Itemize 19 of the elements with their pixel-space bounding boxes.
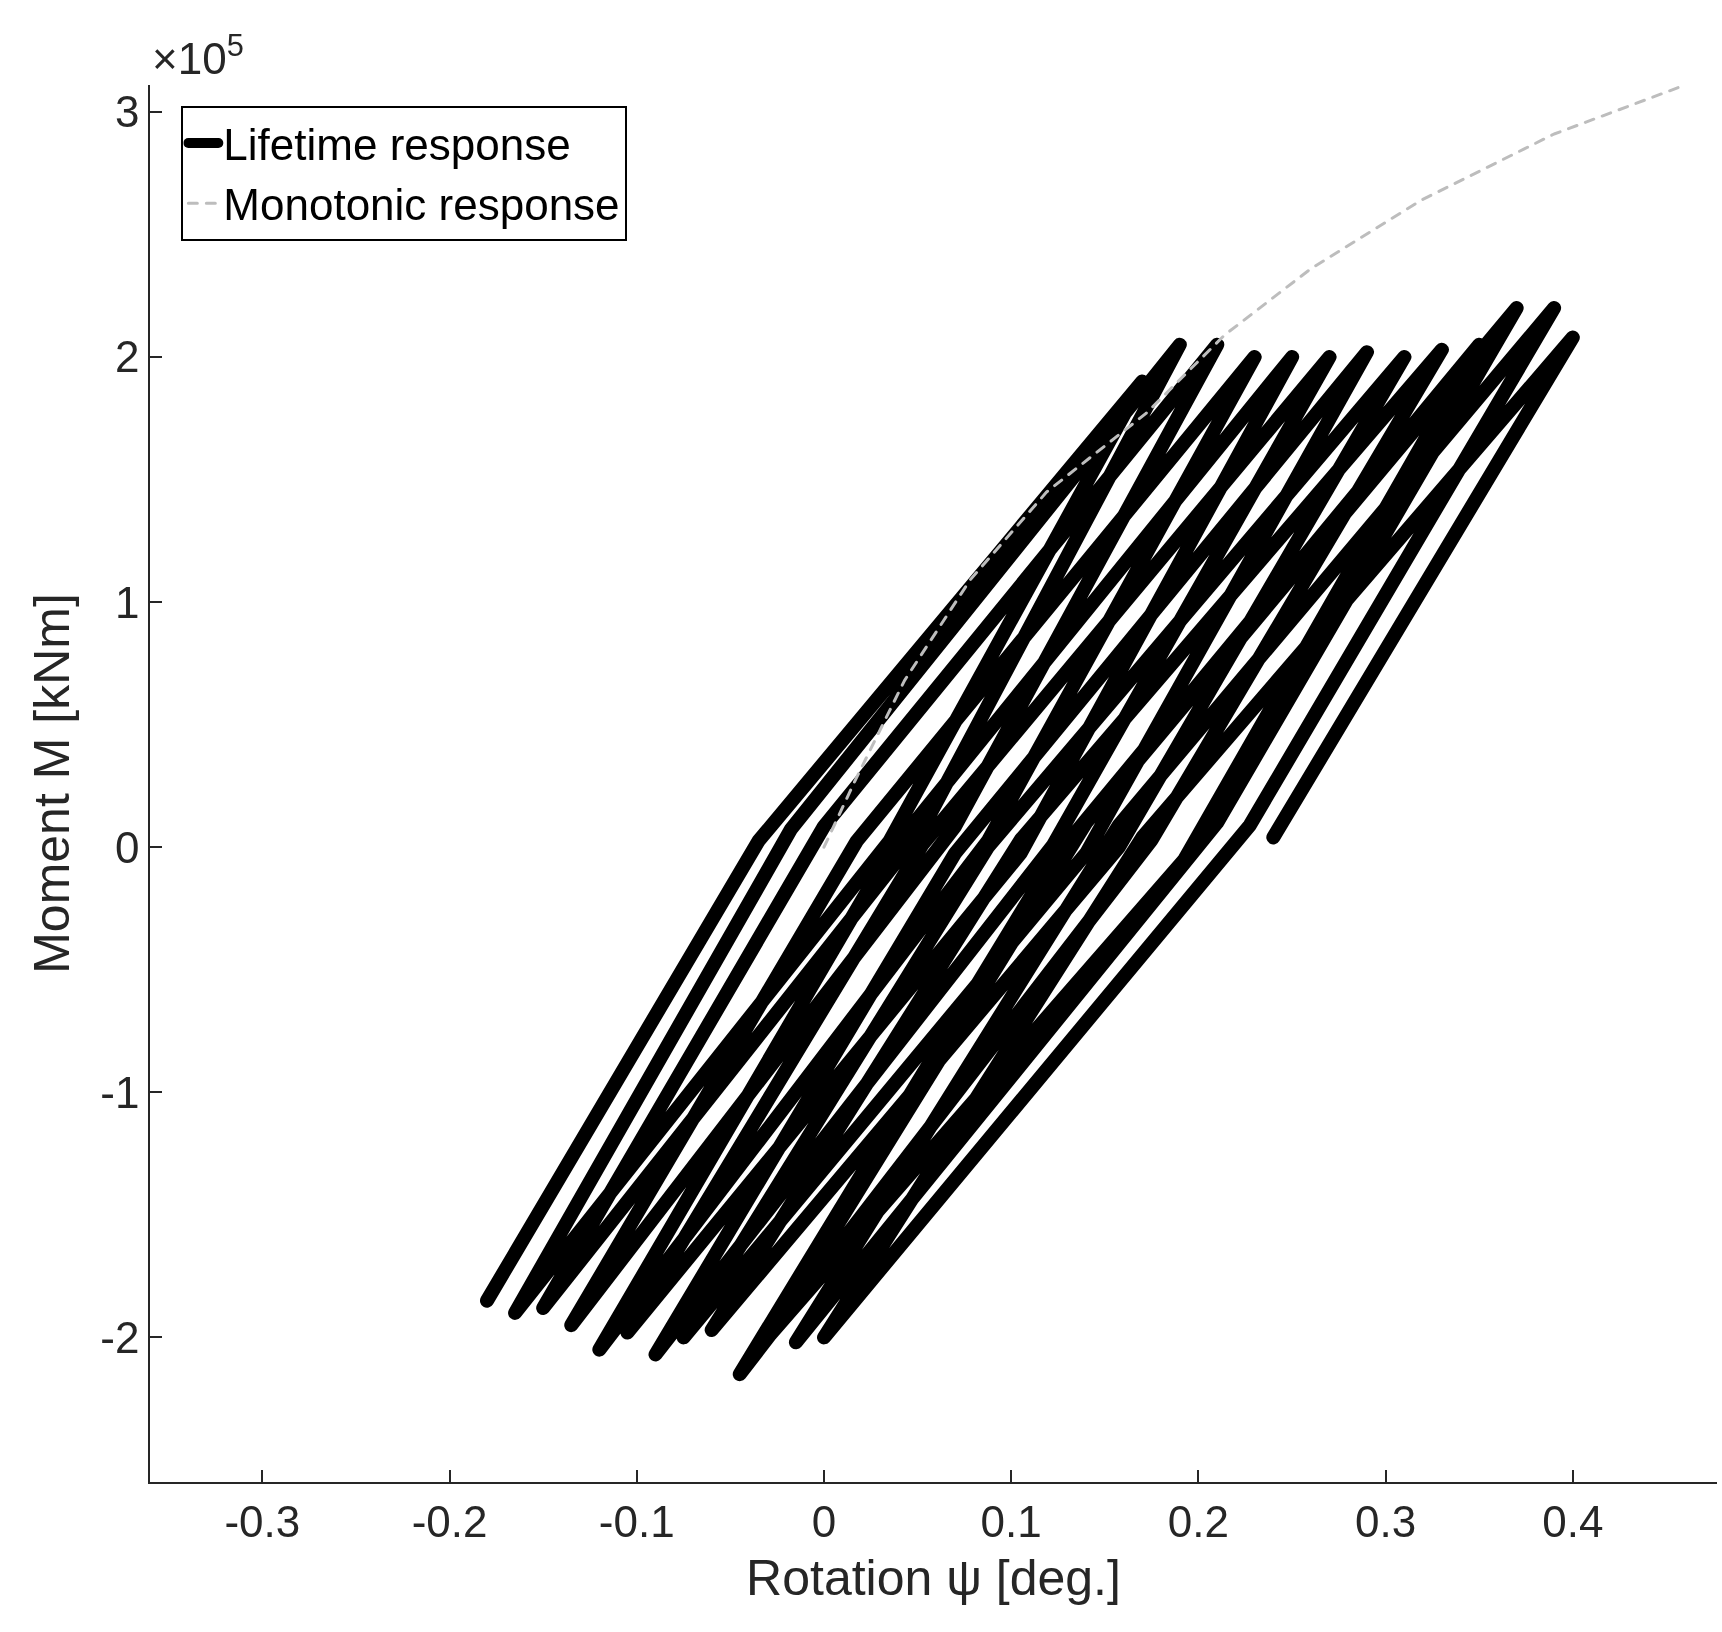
x-tick-label: 0.4 (1542, 1496, 1604, 1546)
x-axis-title: Rotation ψ [deg.] (746, 1549, 1121, 1606)
text: ×10$^{5}$ (152, 28, 244, 84)
x-tick-label: 0.2 (1167, 1496, 1229, 1546)
x-tick-label: 0.1 (980, 1496, 1042, 1546)
y-tick-label: 2 (114, 332, 140, 382)
legend-label: Lifetime response (223, 120, 571, 170)
x-tick-label: -0.3 (224, 1496, 301, 1546)
y-tick-label: 1 (114, 577, 140, 627)
x-tick-label: -0.2 (411, 1496, 488, 1546)
x-tick-label: -0.1 (598, 1496, 675, 1546)
x-tick-label: 0.3 (1355, 1496, 1417, 1546)
x-tick-label: 0 (811, 1496, 837, 1546)
y-axis-title: Moment M [kNm] (23, 593, 80, 974)
y-tick-label: -2 (100, 1312, 140, 1362)
y-tick-label: -1 (100, 1067, 140, 1117)
legend-label: Monotonic response (223, 180, 620, 230)
y-tick-label: 0 (114, 822, 140, 872)
y-tick-label: 3 (114, 87, 140, 137)
